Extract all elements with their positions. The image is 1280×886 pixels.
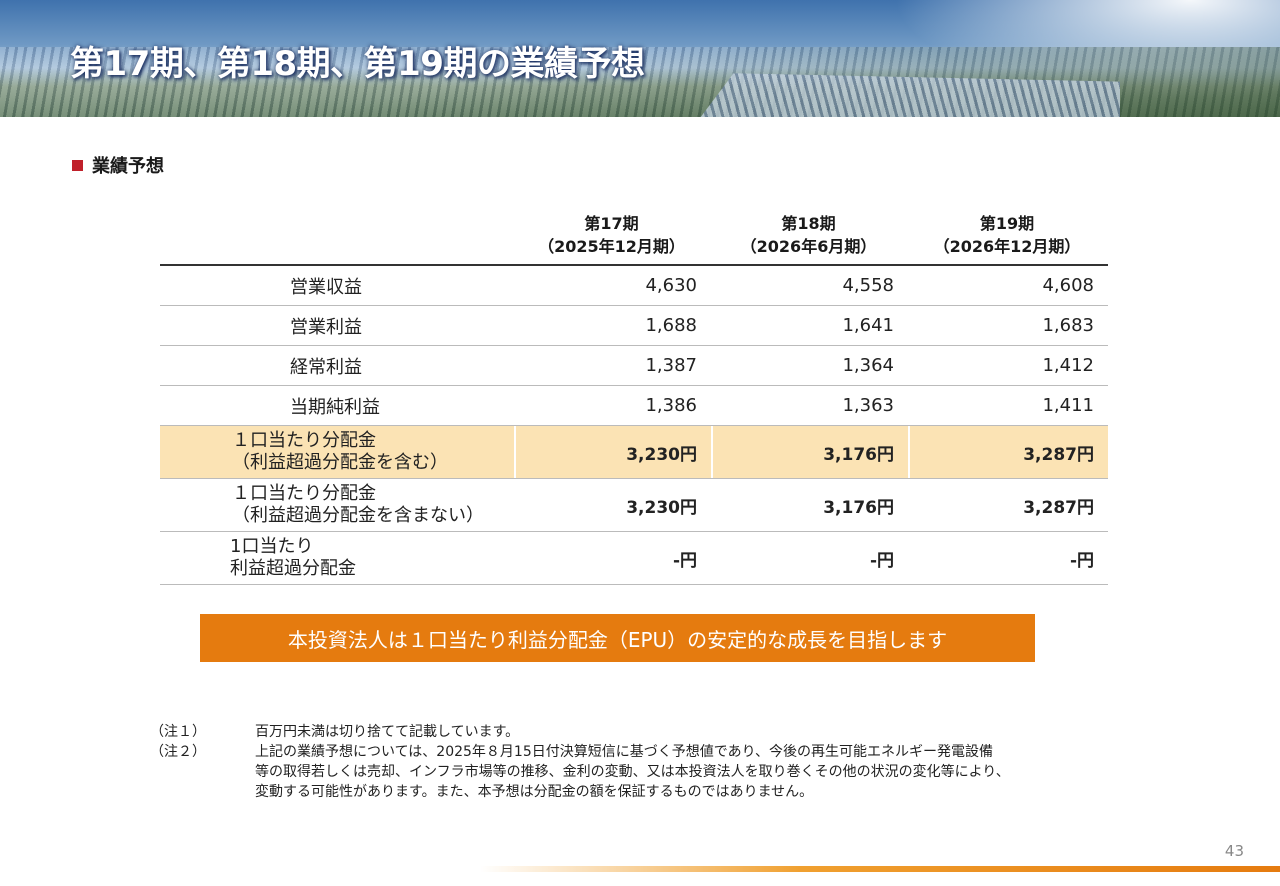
cell-value: 3,176円 [711,426,908,478]
row-label-line: （利益超過分配金を含む） [232,452,448,473]
table-row: 1口当たり 利益超過分配金 -円 -円 -円 [160,532,1108,585]
cell-value: 3,230円 [626,497,697,518]
row-label-line: 利益超過分配金 [230,558,356,579]
cell-value: 1,641 [842,315,894,336]
table-row-highlighted: １口当たり分配金 （利益超過分配金を含む） 3,230円 3,176円 3,28… [160,426,1108,479]
row-label-line: （利益超過分配金を含まない） [232,505,484,526]
footnote-1: （注１） 百万円未満は切り捨てて記載しています。 [150,722,1135,742]
footnote-line: 百万円未満は切り捨てて記載しています。 [255,724,520,740]
cell-value: -円 [672,550,697,571]
cell-value: -円 [1069,550,1094,571]
cell-value: -円 [869,550,894,571]
footer-accent-bar [480,866,1280,872]
section-title: 業績予想 [92,156,164,177]
table-row: 経常利益 1,387 1,364 1,412 [160,346,1108,386]
banner-solar-panels [700,73,1120,117]
row-label: １口当たり分配金 （利益超過分配金を含まない） [160,483,514,527]
footnote-line: 上記の業績予想については、2025年８月15日付決算短信に基づく予想値であり、今… [255,744,994,760]
cell-value: 4,608 [1042,275,1094,296]
cell-value: 1,688 [645,315,697,336]
row-label-line: 1口当たり [230,536,314,557]
column-header-18: 第18期 （2026年6月期） [710,212,907,258]
cell-value: 1,386 [645,395,697,416]
footnote-tag: （注１） [150,724,206,740]
header-banner: 第17期、第18期、第19期の業績予想 [0,0,1280,117]
cell-value: 4,558 [842,275,894,296]
table-row: 営業収益 4,630 4,558 4,608 [160,266,1108,306]
column-period: 第19期 [979,214,1035,233]
footnotes: （注１） 百万円未満は切り捨てて記載しています。 （注２） 上記の業績予想につい… [150,722,1135,802]
row-label: １口当たり分配金 （利益超過分配金を含む） [160,430,514,474]
forecast-table: 営業収益 4,630 4,558 4,608 営業利益 1,688 1,641 … [160,264,1108,585]
footnote-text: 上記の業績予想については、2025年８月15日付決算短信に基づく予想値であり、今… [255,742,1135,802]
row-label: 営業利益 [290,316,362,338]
cell-value: 3,176円 [823,497,894,518]
cell-value: 3,287円 [908,426,1108,478]
row-label-line: １口当たり分配金 [232,430,376,451]
cell-value: 3,287円 [1023,497,1094,518]
cell-value: 3,230円 [514,426,711,478]
table-row: 営業利益 1,688 1,641 1,683 [160,306,1108,346]
column-date: （2025年12月期） [538,237,685,256]
footnote-line: 変動する可能性があります。また、本予想は分配金の額を保証するものではありません。 [255,784,814,800]
cell-value: 1,683 [1042,315,1094,336]
column-period: 第18期 [781,214,836,233]
cell-value: 1,363 [842,395,894,416]
cell-value: 1,387 [645,355,697,376]
row-label: 営業収益 [290,276,362,298]
column-date: （2026年12月期） [933,237,1081,256]
page-title: 第17期、第18期、第19期の業績予想 [70,44,645,84]
table-row: 当期純利益 1,386 1,363 1,411 [160,386,1108,426]
column-header-19: 第19期 （2026年12月期） [907,212,1107,258]
row-label: 経常利益 [290,356,362,378]
square-bullet-icon [72,159,83,171]
footnote-tag: （注２） [150,744,206,760]
table-row: １口当たり分配金 （利益超過分配金を含まない） 3,230円 3,176円 3,… [160,479,1108,532]
cell-value: 1,364 [842,355,894,376]
section-heading: 業績予想 [72,152,164,178]
footnote-text: 百万円未満は切り捨てて記載しています。 [255,722,1135,742]
footnote-2: （注２） 上記の業績予想については、2025年８月15日付決算短信に基づく予想値… [150,742,1135,802]
column-period: 第17期 [584,214,639,233]
column-header-17: 第17期 （2025年12月期） [513,212,710,258]
footnote-line: 等の取得若しくは売却、インフラ市場等の推移、金利の変動、又は本投資法人を取り巻く… [255,764,1010,780]
cell-value: 1,411 [1042,395,1094,416]
page-number: 43 [1224,842,1244,860]
column-date: （2026年6月期） [740,237,877,256]
cell-value: 1,412 [1042,355,1094,376]
row-label: 1口当たり 利益超過分配金 [160,536,514,580]
cell-value: 4,630 [645,275,697,296]
epu-callout-banner: 本投資法人は１口当たり利益分配金（EPU）の安定的な成長を目指します [200,614,1035,662]
row-label-line: １口当たり分配金 [232,483,376,504]
row-label: 当期純利益 [290,396,380,418]
